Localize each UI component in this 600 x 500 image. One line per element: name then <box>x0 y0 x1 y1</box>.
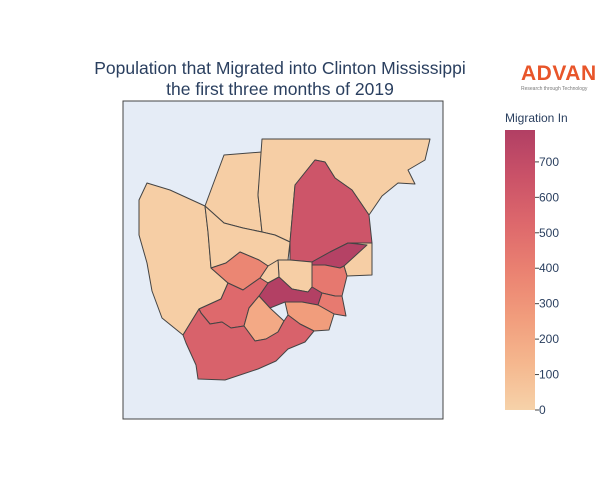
title-line-2: the first three months of 2019 <box>166 79 394 99</box>
colorbar-tick-label: 100 <box>539 368 559 382</box>
logo-tagline: Research through Technology <box>521 86 588 92</box>
colorbar-tick-label: 200 <box>539 332 559 346</box>
colorbar-title: Migration In <box>505 111 568 125</box>
colorbar-ticks: 0 100 200 300 400 500 600 700 <box>535 155 559 417</box>
region-17[interactable] <box>182 308 315 381</box>
colorbar-tick-label: 0 <box>539 403 546 417</box>
colorbar-tick-label: 400 <box>539 261 559 275</box>
chart-title: Population that Migrated into Clinton Mi… <box>50 58 510 100</box>
advan-logo: ADVAN Research through Technology <box>521 62 597 93</box>
colorbar-tick-label: 500 <box>539 226 559 240</box>
colorbar-tick-label: 300 <box>539 297 559 311</box>
title-line-1: Population that Migrated into Clinton Mi… <box>94 58 466 78</box>
map-regions <box>138 138 431 381</box>
logo-word: ADVAN <box>521 62 597 85</box>
colorbar <box>505 130 535 410</box>
colorbar-tick-label: 600 <box>539 190 559 204</box>
colorbar-tick-label: 700 <box>539 155 559 169</box>
